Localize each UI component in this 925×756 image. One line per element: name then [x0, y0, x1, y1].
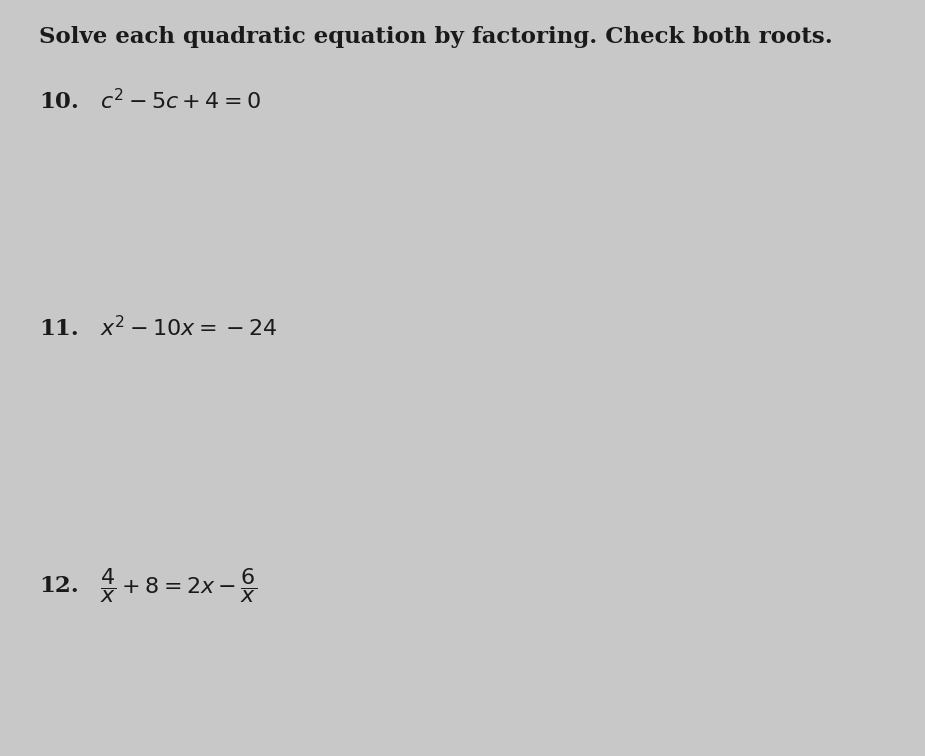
Text: 11.: 11.: [39, 318, 79, 340]
Text: Solve each quadratic equation by factoring. Check both roots.: Solve each quadratic equation by factori…: [39, 26, 832, 48]
Text: $\dfrac{4}{x} + 8 = 2x - \dfrac{6}{x}$: $\dfrac{4}{x} + 8 = 2x - \dfrac{6}{x}$: [100, 566, 257, 606]
Text: 10.: 10.: [39, 91, 79, 113]
Text: $x^2 - 10x = -24$: $x^2 - 10x = -24$: [100, 316, 278, 342]
Text: $c^2 - 5c + 4 = 0$: $c^2 - 5c + 4 = 0$: [100, 89, 261, 115]
Text: 12.: 12.: [39, 575, 79, 597]
